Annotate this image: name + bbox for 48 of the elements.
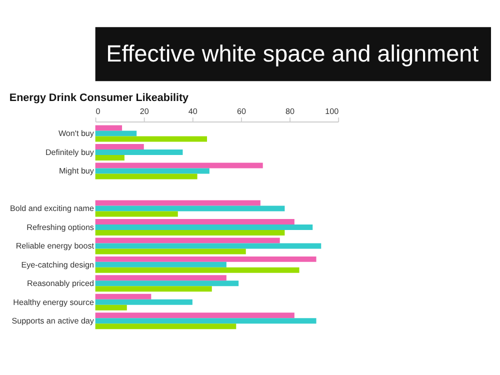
bar — [95, 144, 144, 150]
chart-title: Effective white space and alignment — [106, 40, 480, 66]
x-tick-label: 60 — [236, 106, 246, 116]
bar — [95, 224, 313, 230]
bar — [95, 238, 280, 244]
bar — [95, 155, 124, 161]
bar — [95, 262, 226, 268]
bar — [95, 294, 152, 300]
bar — [95, 312, 294, 318]
y-tick-label: Refreshing options — [26, 222, 94, 232]
bar — [95, 248, 246, 254]
bar — [95, 286, 212, 292]
bar — [95, 299, 192, 305]
bar — [95, 130, 137, 136]
bar — [95, 174, 198, 180]
bar — [95, 218, 294, 224]
y-tick-label: Supports an active day — [12, 316, 95, 326]
bar — [95, 304, 127, 310]
bar — [95, 200, 260, 206]
y-tick-label: Won't buy — [58, 129, 95, 138]
bar — [95, 280, 239, 286]
y-tick-label: Definitely buy — [45, 148, 95, 157]
bar — [95, 162, 263, 168]
x-tick-label: 0 — [96, 106, 101, 116]
bar — [95, 206, 285, 212]
bar — [95, 150, 183, 156]
bar — [95, 230, 285, 236]
bar — [95, 267, 300, 273]
chart-subtitle: Energy Drink Consumer Likeability — [9, 92, 189, 104]
x-tick-label: 80 — [286, 106, 296, 116]
y-tick-label: Bold and exciting name — [10, 204, 94, 214]
y-tick-label: Might buy — [58, 166, 95, 176]
bar — [95, 125, 122, 131]
y-tick-label: Reliable energy boost — [16, 242, 95, 251]
bar — [95, 243, 322, 249]
bar — [95, 136, 208, 142]
bar — [95, 275, 226, 281]
bar — [95, 324, 236, 330]
bar — [95, 168, 210, 174]
y-tick-label: Reasonably priced — [27, 279, 94, 288]
x-tick-label: 40 — [188, 106, 198, 116]
y-tick-label: Healthy energy source — [13, 298, 94, 307]
x-tick-label: 100 — [325, 106, 340, 116]
y-tick-label: Eye-catching design — [21, 260, 94, 270]
bar — [95, 318, 316, 324]
x-tick-label: 20 — [140, 106, 150, 116]
bar — [95, 256, 316, 262]
bar — [95, 211, 178, 217]
